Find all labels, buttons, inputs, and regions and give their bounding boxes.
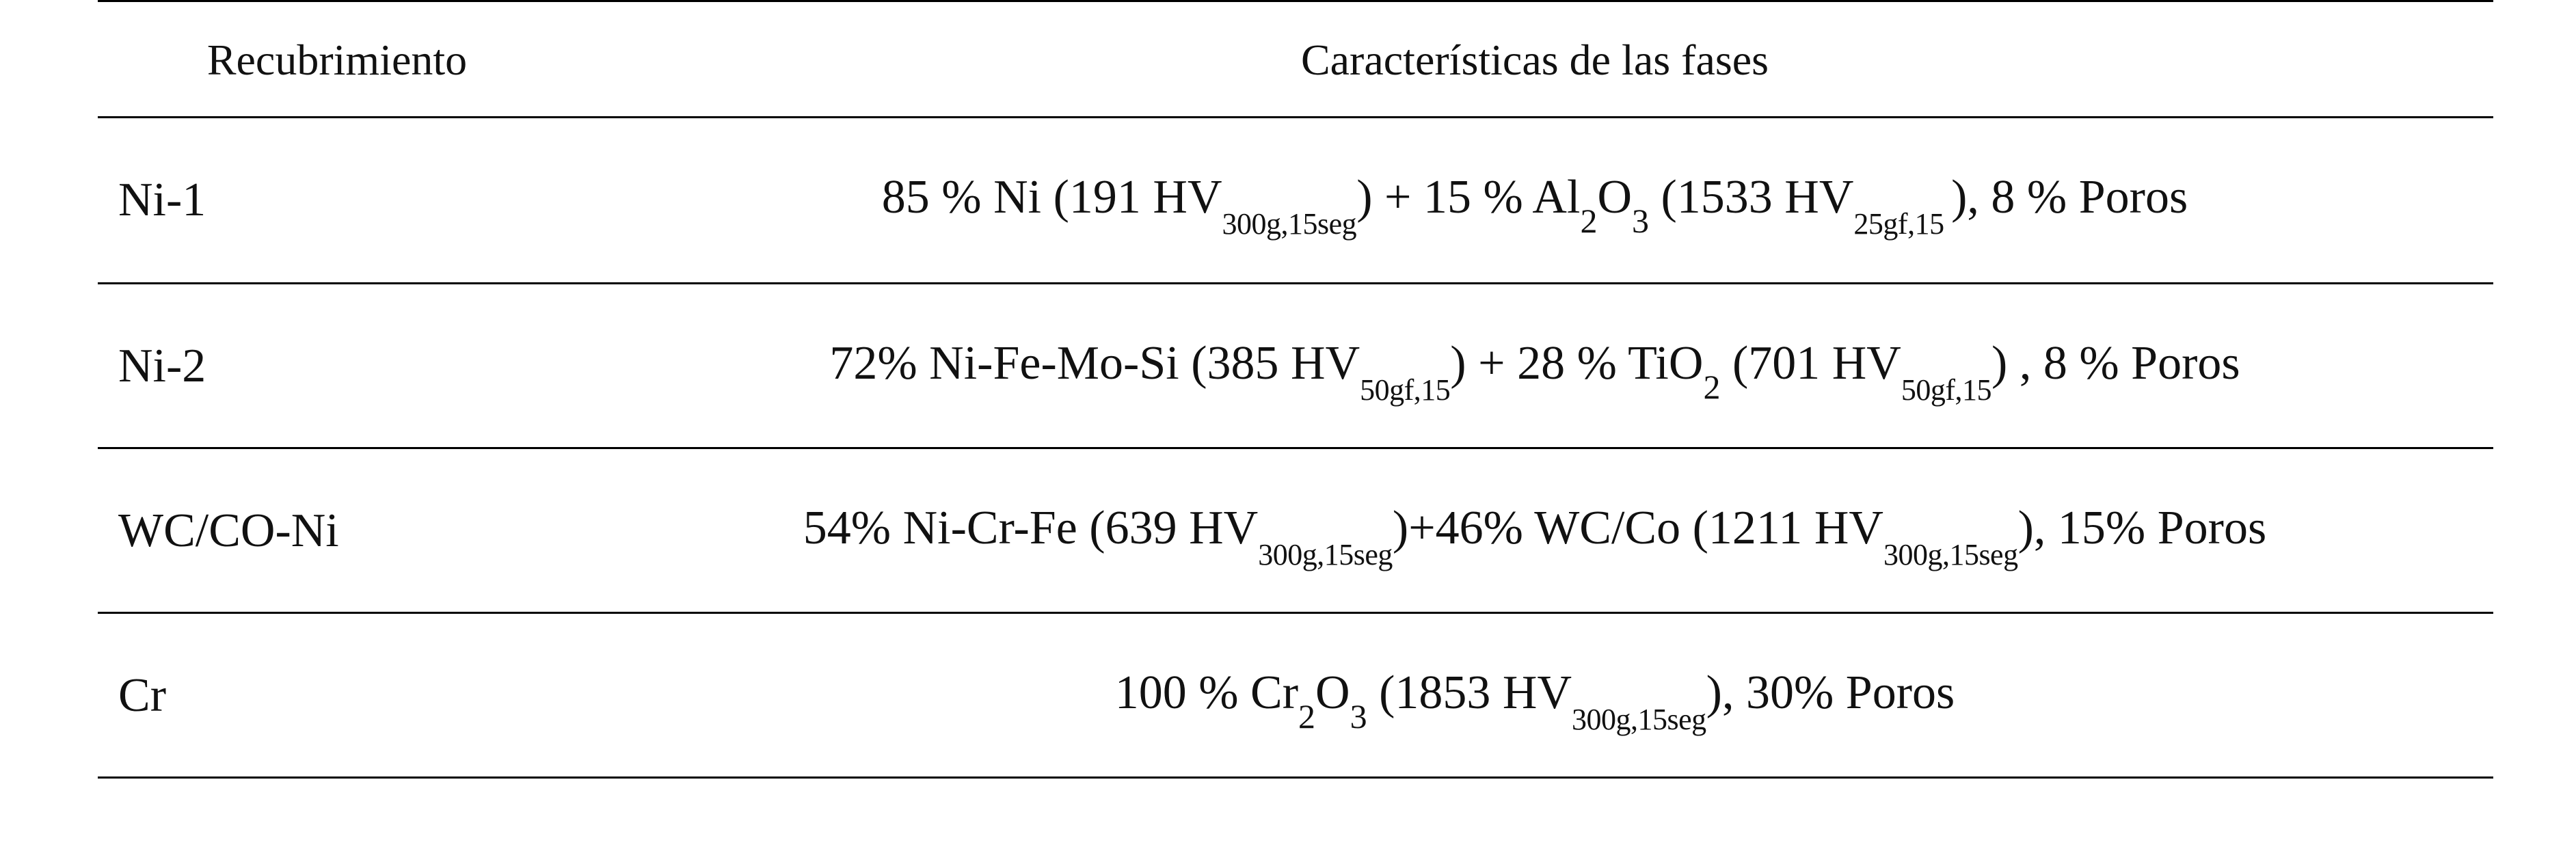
phase-description: 85 % Ni (191 HV300g,15seg) + 15 % Al2O3 …	[576, 118, 2493, 282]
phase-description: 100 % Cr2O3 (1853 HV300g,15seg), 30% Por…	[576, 614, 2493, 778]
hardness-subscript: 300g,15seg	[1222, 206, 1357, 241]
phase-text: 72% Ni-Fe-Mo-Si (385 HV50gf,15) + 28 % T…	[829, 336, 2240, 407]
phase-text-segment: (1533 HV	[1649, 170, 1854, 224]
phase-text-segment: 100 % Cr	[1114, 666, 1299, 719]
phase-text-segment: )+46% WC/Co (1211 HV	[1392, 502, 1883, 554]
hardness-subscript: 25gf,15	[1853, 206, 1952, 241]
row-divider	[98, 612, 2493, 614]
header-coating: Recubrimiento	[206, 36, 468, 84]
hardness-subscript: 50gf,15	[1901, 373, 1992, 407]
table-row: Ni-1 85 % Ni (191 HV300g,15seg) + 15 % A…	[98, 118, 2493, 282]
phase-text-segment: ) + 15 % Al	[1356, 170, 1581, 224]
table-header-row: Recubrimiento Características de las fas…	[98, 2, 2493, 118]
phase-text: 85 % Ni (191 HV300g,15seg) + 15 % Al2O3 …	[881, 170, 2188, 241]
formula-subscript: 3	[1350, 697, 1367, 735]
phase-text-segment: 85 % Ni (191 HV	[881, 170, 1222, 224]
phase-text: 100 % Cr2O3 (1853 HV300g,15seg), 30% Por…	[1114, 666, 1955, 736]
phase-text-segment: ), 8 % Poros	[1951, 170, 2188, 224]
hardness-subscript: 300g,15seg	[1258, 538, 1393, 571]
phase-text-segment: O	[1315, 666, 1350, 719]
header-phases: Características de las fases	[1300, 36, 1769, 84]
formula-subscript: 2	[1580, 201, 1598, 240]
phase-description: 54% Ni-Cr-Fe (639 HV300g,15seg)+46% WC/C…	[576, 449, 2493, 613]
phase-text-segment: ) , 8 % Poros	[1991, 336, 2240, 390]
phase-text-segment: 72% Ni-Fe-Mo-Si (385 HV	[829, 336, 1360, 390]
row-divider	[98, 447, 2493, 449]
header-rule	[98, 116, 2493, 118]
phase-text-segment: ), 15% Poros	[2017, 502, 2267, 554]
coating-name: WC/CO-Ni	[118, 504, 339, 557]
table-row: Cr 100 % Cr2O3 (1853 HV300g,15seg), 30% …	[98, 614, 2493, 778]
hardness-subscript: 300g,15seg	[1572, 702, 1706, 736]
table-top-rule	[98, 0, 2493, 2]
phase-text-segment: 54% Ni-Cr-Fe (639 HV	[803, 502, 1259, 554]
phase-text-segment: (701 HV	[1720, 336, 1901, 390]
coating-name: Ni-1	[118, 174, 206, 226]
table-row: WC/CO-Ni 54% Ni-Cr-Fe (639 HV300g,15seg)…	[98, 449, 2493, 613]
table-bottom-rule	[98, 776, 2493, 779]
coating-name: Cr	[118, 669, 166, 722]
row-divider	[98, 282, 2493, 284]
hardness-subscript: 300g,15seg	[1883, 538, 2018, 571]
coating-name: Ni-2	[118, 340, 206, 392]
formula-subscript: 2	[1298, 697, 1316, 735]
phase-text-segment: O	[1597, 170, 1632, 224]
phase-text-segment: (1853 HV	[1367, 666, 1572, 719]
formula-subscript: 3	[1632, 201, 1649, 240]
phase-text: 54% Ni-Cr-Fe (639 HV300g,15seg)+46% WC/C…	[803, 501, 2267, 571]
phase-text-segment: ), 30% Poros	[1706, 666, 1955, 719]
hardness-subscript: 50gf,15	[1360, 373, 1451, 407]
formula-subscript: 2	[1703, 367, 1721, 406]
phase-text-segment: ) + 28 % TiO	[1450, 336, 1704, 390]
table-row: Ni-2 72% Ni-Fe-Mo-Si (385 HV50gf,15) + 2…	[98, 284, 2493, 448]
phase-description: 72% Ni-Fe-Mo-Si (385 HV50gf,15) + 28 % T…	[576, 284, 2493, 448]
